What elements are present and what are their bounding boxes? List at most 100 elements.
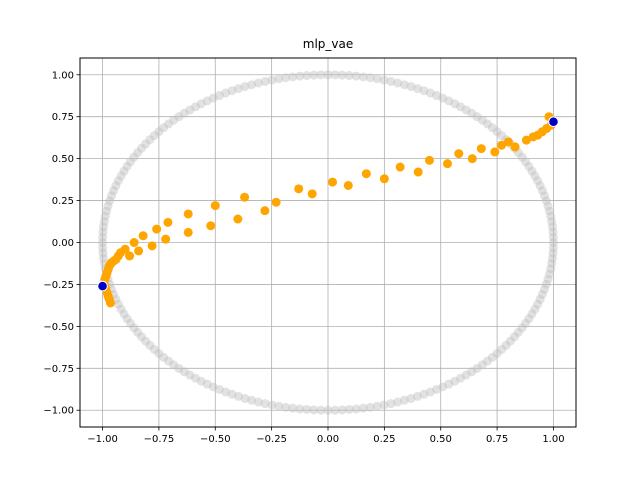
orange-point	[442, 159, 452, 169]
x-tick-label: −0.50	[200, 434, 231, 445]
circle-point	[185, 105, 195, 115]
circle-point	[274, 401, 284, 411]
reference-circle	[98, 70, 558, 415]
circle-point	[122, 314, 132, 324]
circle-point	[98, 227, 108, 237]
circle-point	[501, 340, 511, 350]
circle-point	[233, 391, 243, 401]
circle-point	[419, 389, 429, 399]
circle-point	[487, 123, 497, 133]
circle-point	[344, 404, 354, 414]
circle-point	[109, 186, 119, 196]
circle-point	[240, 393, 250, 403]
circle-point	[267, 75, 277, 85]
grid	[80, 58, 576, 427]
orange-point	[521, 135, 531, 145]
orange-point	[294, 184, 304, 194]
circle-point	[302, 71, 312, 81]
circle-point	[540, 284, 550, 294]
orange-point	[497, 140, 507, 150]
x-tick-label: −1.00	[87, 434, 118, 445]
circle-point	[432, 384, 442, 394]
circle-point	[260, 76, 270, 86]
circle-point	[247, 395, 257, 405]
circle-point	[544, 206, 554, 216]
circle-point	[547, 259, 557, 269]
circle-point	[106, 191, 116, 201]
x-tick-label: 0.75	[486, 434, 508, 445]
circle-point	[419, 86, 429, 96]
circle-point	[267, 400, 277, 410]
circle-point	[281, 402, 291, 412]
circle-point	[513, 327, 523, 337]
circle-point	[316, 70, 326, 80]
circle-point	[548, 248, 558, 258]
circle-point	[174, 363, 184, 373]
circle-point	[295, 71, 305, 81]
x-tick-label: −0.25	[256, 434, 287, 445]
circle-point	[190, 102, 200, 112]
circle-point	[149, 131, 159, 141]
orange-point	[361, 169, 371, 179]
circle-point	[456, 373, 466, 383]
circle-point	[537, 289, 547, 299]
circle-point	[330, 70, 340, 80]
circle-point	[548, 243, 558, 253]
circle-point	[337, 405, 347, 415]
circle-point	[372, 74, 382, 84]
orange-point	[183, 209, 193, 219]
circle-point	[253, 78, 263, 88]
circle-point	[302, 404, 312, 414]
x-tick-label: 1.00	[542, 434, 564, 445]
circle-point	[129, 323, 139, 333]
circle-point	[164, 356, 174, 366]
orange-point	[510, 142, 520, 152]
circle-point	[208, 382, 218, 392]
circle-point	[527, 166, 537, 176]
circle-point	[544, 269, 554, 279]
circle-point	[133, 148, 143, 158]
circle-point	[393, 397, 403, 407]
blue-series	[97, 116, 559, 292]
circle-point	[472, 112, 482, 122]
circle-point	[98, 243, 108, 253]
circle-point	[309, 70, 319, 80]
circle-point	[535, 294, 545, 304]
x-tick-label: −0.75	[144, 434, 175, 445]
orange-point	[476, 144, 486, 154]
circle-point	[99, 216, 109, 226]
orange-point	[424, 155, 434, 165]
orange-point	[467, 154, 477, 164]
orange-point	[260, 206, 270, 216]
y-tick-label: −0.25	[43, 280, 74, 291]
circle-point	[98, 248, 108, 258]
circle-point	[133, 327, 143, 337]
circle-point	[399, 395, 409, 405]
circle-point	[432, 91, 442, 101]
circle-point	[111, 181, 121, 191]
circle-point	[169, 360, 179, 370]
circle-point	[438, 93, 448, 103]
circle-point	[99, 222, 109, 232]
circle-point	[425, 88, 435, 98]
circle-point	[295, 404, 305, 414]
circle-point	[533, 299, 543, 309]
circle-point	[214, 91, 224, 101]
orange-point	[233, 214, 243, 224]
circle-point	[149, 344, 159, 354]
circle-point	[122, 161, 132, 171]
circle-point	[541, 196, 551, 206]
circle-point	[450, 376, 460, 386]
circle-point	[227, 86, 237, 96]
circle-point	[547, 216, 557, 226]
circle-point	[477, 115, 487, 125]
circle-point	[202, 96, 212, 106]
circle-point	[116, 171, 126, 181]
y-tick-label: 0.50	[52, 154, 74, 165]
circle-point	[288, 72, 298, 82]
circle-point	[527, 309, 537, 319]
circle-point	[505, 336, 515, 346]
circle-point	[533, 176, 543, 186]
circle-point	[467, 367, 477, 377]
circle-point	[450, 99, 460, 109]
